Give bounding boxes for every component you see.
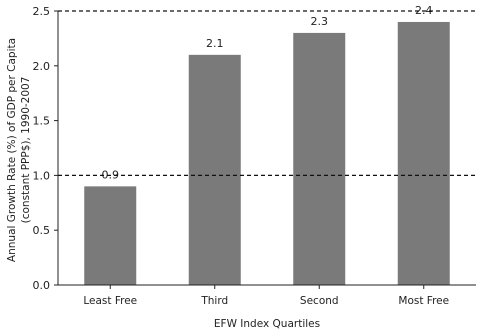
bar — [188, 54, 241, 286]
y-tick-label: 0.0 — [33, 279, 51, 292]
x-tick-label: Least Free — [83, 295, 137, 307]
bar-value-label: 2.3 — [311, 15, 329, 28]
y-tick-label: 2.5 — [33, 5, 51, 18]
y-tick-label: 0.5 — [33, 224, 51, 237]
x-axis-title: EFW Index Quartiles — [214, 318, 320, 330]
y-tick-label: 2.0 — [33, 60, 51, 73]
bar — [84, 186, 137, 285]
x-tick-label: Third — [200, 295, 228, 307]
y-tick-label: 1.5 — [33, 115, 51, 128]
bar-value-label: 2.1 — [206, 37, 224, 50]
y-axis-title-line-1: Annual Growth Rate (%) of GDP per Capita — [6, 38, 18, 262]
y-tick-label: 1.0 — [33, 169, 51, 182]
x-tick-label: Most Free — [398, 295, 449, 307]
y-axis-title-line-2: (constant PPP$), 1990-2007 — [20, 77, 32, 224]
bar — [397, 21, 450, 286]
bar — [293, 32, 346, 285]
x-tick-label: Second — [300, 295, 339, 307]
